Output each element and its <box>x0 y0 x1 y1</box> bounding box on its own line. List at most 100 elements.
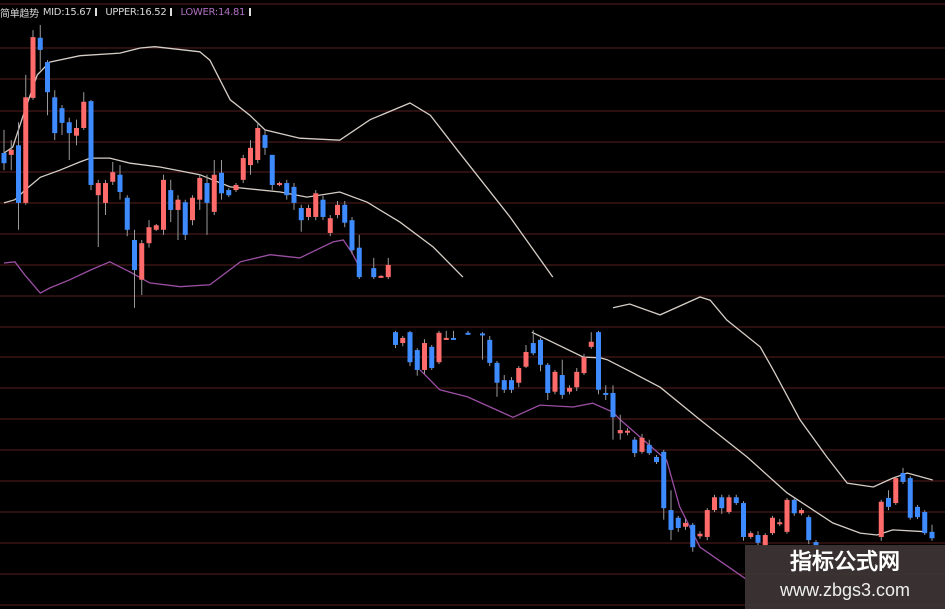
candle-body <box>588 341 594 347</box>
mid-marker-icon <box>95 8 98 16</box>
candle-body <box>103 183 108 203</box>
candle-body <box>545 364 551 393</box>
candle-body <box>690 524 696 548</box>
candle-body <box>393 332 398 345</box>
candle-body <box>465 332 471 335</box>
upper-marker-icon <box>170 8 173 16</box>
candle-body <box>175 199 181 210</box>
candle-up <box>327 215 333 237</box>
candle-up <box>617 414 623 440</box>
candle-up <box>23 74 29 205</box>
candle-body <box>95 183 101 196</box>
candle-down <box>284 179 290 200</box>
candle-body <box>654 456 659 463</box>
candle-body <box>371 268 377 278</box>
candle-body <box>74 128 79 136</box>
candle-down <box>886 490 891 511</box>
candle-up <box>748 531 754 539</box>
candle-body <box>907 478 913 518</box>
mid-band-line <box>531 331 927 536</box>
candle-down <box>661 449 667 520</box>
candle-body <box>559 375 565 395</box>
lower-value: LOWER:14.81 <box>180 6 246 18</box>
candle-up <box>567 385 572 395</box>
candle-up <box>697 531 703 539</box>
candle-body <box>335 204 340 216</box>
candle-down <box>269 154 275 191</box>
candle-body <box>494 362 500 383</box>
candle-body <box>342 204 348 223</box>
candle-down <box>291 183 297 210</box>
candle-body <box>248 147 253 166</box>
candle-body <box>124 197 130 230</box>
candle-body <box>233 184 239 191</box>
candle-down <box>320 195 326 221</box>
candle-body <box>16 145 21 203</box>
candle-body <box>327 218 333 233</box>
candle-body <box>378 275 384 278</box>
candle-body <box>610 392 616 418</box>
candle-down <box>356 234 362 280</box>
candle-up <box>240 154 246 184</box>
candle-up <box>146 220 152 248</box>
candle-up <box>211 160 217 216</box>
lower-band-line <box>419 369 748 581</box>
candle-body <box>617 430 623 434</box>
candle-down <box>465 330 471 335</box>
candle-down <box>501 375 507 393</box>
candle-body <box>509 380 514 390</box>
candle-body <box>552 371 558 392</box>
candle-body <box>59 108 65 123</box>
candle-body <box>878 501 884 537</box>
candle-up <box>799 508 804 516</box>
candle-body <box>661 451 667 509</box>
candle-body <box>748 533 754 537</box>
candle-body <box>567 387 572 392</box>
candle-down <box>632 437 638 457</box>
candle-down <box>204 174 210 235</box>
candle-down <box>900 467 906 484</box>
candle-down <box>429 344 435 370</box>
candle-down <box>52 90 58 141</box>
candle-down <box>741 501 746 541</box>
candle-body <box>66 122 72 134</box>
candle-body <box>704 510 710 537</box>
grid-lines <box>0 3 945 606</box>
candle-body <box>770 517 775 534</box>
candle-body <box>255 128 261 160</box>
candle-up <box>385 257 391 280</box>
candle-up <box>197 174 203 210</box>
bollinger-bands <box>3 46 933 581</box>
candle-up <box>313 190 319 221</box>
candle-down <box>298 204 304 232</box>
candle-body <box>197 177 203 200</box>
candle-body <box>596 332 601 390</box>
candle-body <box>52 97 58 134</box>
candle-body <box>762 535 768 546</box>
candle-body <box>132 240 137 271</box>
candle-up <box>103 179 108 216</box>
upper-band-line <box>612 296 933 488</box>
candle-up <box>893 476 899 505</box>
candle-body <box>915 506 920 518</box>
candle-up <box>378 275 384 278</box>
candle-body <box>182 202 188 235</box>
candle-up <box>8 140 14 171</box>
candle-up <box>400 336 406 347</box>
candle-down <box>538 337 543 372</box>
candle-up <box>683 519 688 530</box>
candle-body <box>929 531 935 539</box>
candle-body <box>117 174 123 192</box>
candle-body <box>668 510 674 530</box>
candle-up <box>175 195 181 240</box>
candle-body <box>385 264 391 278</box>
candle-body <box>400 337 406 344</box>
candle-down <box>342 200 348 228</box>
candle-body <box>81 101 87 128</box>
watermark: 指标公式网 www.zbgs3.com <box>745 545 945 609</box>
candle-down <box>480 332 485 360</box>
candle-up <box>436 330 442 365</box>
candle-body <box>422 343 427 370</box>
mid-band-line <box>3 157 464 278</box>
